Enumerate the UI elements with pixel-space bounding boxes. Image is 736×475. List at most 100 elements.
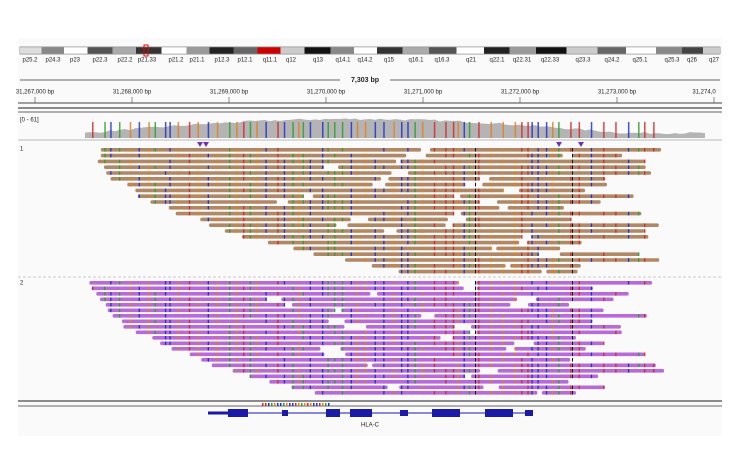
read-mismatch bbox=[552, 380, 554, 384]
read-mismatch bbox=[527, 206, 529, 210]
ideogram-band bbox=[626, 47, 656, 54]
read-insertion bbox=[572, 319, 573, 324]
read-mismatch bbox=[309, 325, 311, 329]
read-mismatch bbox=[374, 341, 376, 346]
read-mismatch bbox=[283, 211, 286, 216]
read-insertion bbox=[572, 223, 573, 227]
read-mismatch bbox=[531, 347, 533, 351]
read-mismatch bbox=[383, 385, 385, 390]
ruler-tick-label: 31,271,000 bp bbox=[404, 90, 443, 96]
read-mismatch bbox=[341, 341, 344, 346]
coverage-variant bbox=[236, 122, 238, 138]
ideogram-band bbox=[304, 47, 331, 54]
read-mismatch bbox=[188, 188, 191, 193]
read-mismatch bbox=[644, 369, 646, 373]
read-mismatch bbox=[309, 336, 311, 340]
read-mismatch bbox=[277, 325, 279, 329]
read-insertion bbox=[475, 252, 476, 256]
read bbox=[232, 369, 481, 373]
read-mismatch bbox=[414, 200, 416, 204]
read bbox=[100, 153, 407, 158]
read-mismatch bbox=[463, 352, 465, 357]
read-mismatch bbox=[177, 330, 179, 335]
read-mismatch bbox=[350, 188, 352, 193]
read-mismatch bbox=[148, 153, 150, 158]
band-label: q24.2 bbox=[604, 58, 620, 64]
read-mismatch bbox=[433, 246, 436, 251]
read-mismatch bbox=[433, 200, 436, 204]
read-mismatch bbox=[321, 281, 324, 285]
read-mismatch bbox=[558, 223, 560, 227]
read-mismatch bbox=[327, 292, 329, 296]
read-mismatch bbox=[104, 297, 106, 302]
read-mismatch bbox=[129, 319, 132, 324]
read bbox=[100, 297, 267, 302]
ideogram-band bbox=[20, 47, 42, 54]
read-insertion bbox=[475, 246, 476, 251]
read-mismatch bbox=[445, 206, 447, 210]
read-mismatch bbox=[229, 341, 231, 346]
read-mismatch bbox=[527, 363, 529, 368]
read-mismatch bbox=[414, 235, 416, 239]
read-mismatch bbox=[104, 286, 106, 291]
read-mismatch bbox=[197, 153, 199, 158]
read-mismatch bbox=[468, 385, 471, 390]
read-mismatch bbox=[478, 308, 480, 313]
gene-variant bbox=[316, 403, 318, 406]
read-mismatch bbox=[527, 246, 529, 251]
read-mismatch bbox=[298, 308, 300, 313]
read-mismatch bbox=[298, 369, 300, 373]
read bbox=[314, 391, 538, 395]
read-mismatch bbox=[110, 292, 112, 296]
read-mismatch bbox=[603, 252, 605, 256]
read bbox=[371, 264, 506, 268]
read-mismatch bbox=[169, 341, 171, 346]
read-mismatch bbox=[603, 171, 605, 175]
read-mismatch bbox=[341, 281, 344, 285]
read-mismatch bbox=[364, 153, 367, 158]
read-mismatch bbox=[277, 188, 279, 193]
read-mismatch bbox=[531, 374, 533, 379]
read-mismatch bbox=[374, 252, 376, 256]
read-mismatch bbox=[364, 336, 367, 340]
read-mismatch bbox=[265, 182, 267, 187]
read-mismatch bbox=[468, 217, 471, 222]
read-mismatch bbox=[552, 211, 554, 216]
band-label: q22.33 bbox=[541, 58, 560, 64]
read-mismatch bbox=[292, 297, 294, 302]
read-mismatch bbox=[615, 229, 617, 233]
read-mismatch bbox=[256, 177, 258, 181]
read-mismatch bbox=[283, 374, 286, 379]
read-mismatch bbox=[265, 363, 267, 368]
read-mismatch bbox=[350, 194, 352, 198]
read-mismatch bbox=[531, 281, 533, 285]
read bbox=[347, 223, 446, 227]
read-mismatch bbox=[531, 391, 533, 395]
read-mismatch bbox=[578, 229, 580, 233]
band-label: q14.2 bbox=[357, 58, 373, 64]
read-mismatch bbox=[414, 194, 416, 198]
read bbox=[482, 182, 608, 187]
read-mismatch bbox=[433, 240, 436, 245]
read-mismatch bbox=[537, 303, 539, 307]
read-mismatch bbox=[445, 325, 447, 329]
read bbox=[372, 363, 656, 368]
coverage-variant bbox=[653, 122, 655, 138]
read-mismatch bbox=[615, 369, 617, 373]
read-mismatch bbox=[578, 374, 580, 379]
read-mismatch bbox=[468, 314, 471, 318]
read-mismatch bbox=[407, 347, 409, 351]
read-mismatch bbox=[521, 363, 523, 368]
read-insertion bbox=[475, 171, 476, 175]
read-mismatch bbox=[457, 330, 459, 335]
band-label: q13 bbox=[313, 58, 324, 64]
read-mismatch bbox=[383, 148, 385, 152]
gene-exon bbox=[208, 411, 228, 415]
read-mismatch bbox=[514, 240, 516, 245]
read-mismatch bbox=[545, 182, 548, 187]
read-mismatch bbox=[277, 182, 279, 187]
read-mismatch bbox=[229, 211, 231, 216]
read-mismatch bbox=[570, 165, 572, 169]
read-mismatch bbox=[502, 264, 504, 268]
read-mismatch bbox=[249, 314, 252, 318]
